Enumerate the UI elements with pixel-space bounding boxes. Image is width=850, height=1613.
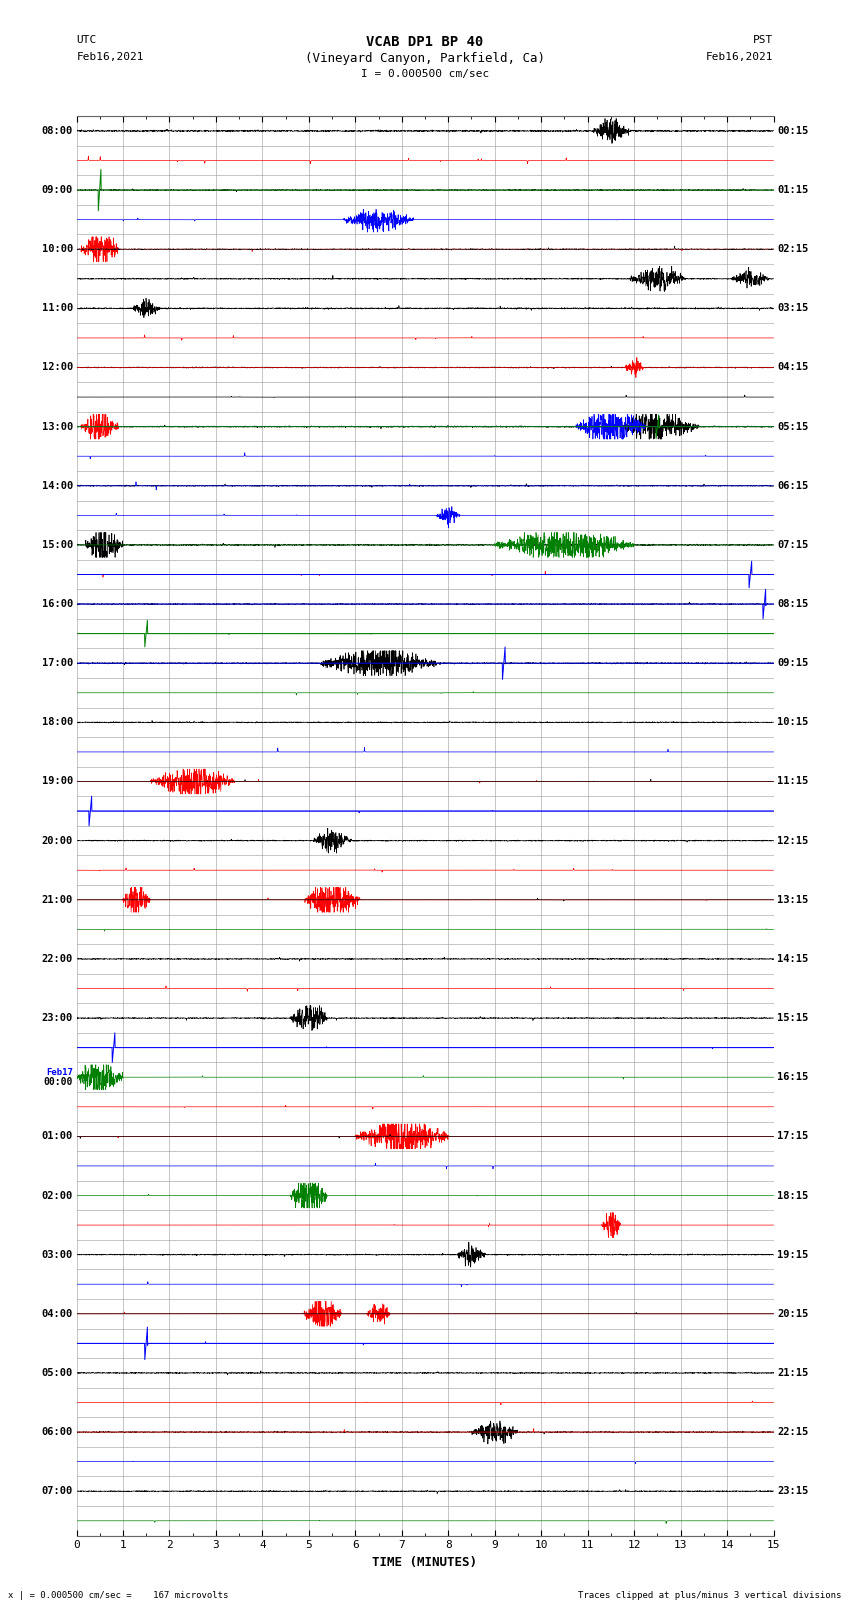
Text: 14:15: 14:15 [777, 953, 808, 965]
Text: 11:15: 11:15 [777, 776, 808, 787]
Text: 03:00: 03:00 [42, 1250, 73, 1260]
Text: 18:15: 18:15 [777, 1190, 808, 1200]
Text: 22:15: 22:15 [777, 1428, 808, 1437]
Text: 09:00: 09:00 [42, 185, 73, 195]
Text: 08:15: 08:15 [777, 598, 808, 610]
Text: 05:15: 05:15 [777, 421, 808, 432]
Text: 01:00: 01:00 [42, 1131, 73, 1142]
Text: 00:15: 00:15 [777, 126, 808, 135]
Text: 15:00: 15:00 [42, 540, 73, 550]
Text: x | = 0.000500 cm/sec =    167 microvolts: x | = 0.000500 cm/sec = 167 microvolts [8, 1590, 229, 1600]
Text: Feb16,2021: Feb16,2021 [706, 52, 774, 61]
Text: 02:15: 02:15 [777, 244, 808, 255]
Text: 21:00: 21:00 [42, 895, 73, 905]
Text: 21:15: 21:15 [777, 1368, 808, 1378]
Text: 03:15: 03:15 [777, 303, 808, 313]
Text: VCAB DP1 BP 40: VCAB DP1 BP 40 [366, 35, 484, 50]
Text: 11:00: 11:00 [42, 303, 73, 313]
Text: 04:15: 04:15 [777, 363, 808, 373]
Text: 22:00: 22:00 [42, 953, 73, 965]
Text: 06:15: 06:15 [777, 481, 808, 490]
Text: 13:15: 13:15 [777, 895, 808, 905]
Text: 12:15: 12:15 [777, 836, 808, 845]
Text: Feb16,2021: Feb16,2021 [76, 52, 144, 61]
Text: 01:15: 01:15 [777, 185, 808, 195]
Text: Traces clipped at plus/minus 3 vertical divisions: Traces clipped at plus/minus 3 vertical … [578, 1590, 842, 1600]
Text: 07:15: 07:15 [777, 540, 808, 550]
Text: 23:15: 23:15 [777, 1486, 808, 1497]
Text: 17:00: 17:00 [42, 658, 73, 668]
Text: I = 0.000500 cm/sec: I = 0.000500 cm/sec [361, 69, 489, 79]
Text: 15:15: 15:15 [777, 1013, 808, 1023]
Text: 10:15: 10:15 [777, 718, 808, 727]
Text: 05:00: 05:00 [42, 1368, 73, 1378]
X-axis label: TIME (MINUTES): TIME (MINUTES) [372, 1557, 478, 1569]
Text: 13:00: 13:00 [42, 421, 73, 432]
Text: 16:15: 16:15 [777, 1073, 808, 1082]
Text: 19:15: 19:15 [777, 1250, 808, 1260]
Text: Feb17: Feb17 [46, 1068, 73, 1077]
Text: 07:00: 07:00 [42, 1486, 73, 1497]
Text: 00:00: 00:00 [43, 1076, 73, 1087]
Text: 18:00: 18:00 [42, 718, 73, 727]
Text: 10:00: 10:00 [42, 244, 73, 255]
Text: 16:00: 16:00 [42, 598, 73, 610]
Text: 23:00: 23:00 [42, 1013, 73, 1023]
Text: 14:00: 14:00 [42, 481, 73, 490]
Text: 02:00: 02:00 [42, 1190, 73, 1200]
Text: 17:15: 17:15 [777, 1131, 808, 1142]
Text: UTC: UTC [76, 35, 97, 45]
Text: 09:15: 09:15 [777, 658, 808, 668]
Text: 20:00: 20:00 [42, 836, 73, 845]
Text: 04:00: 04:00 [42, 1308, 73, 1319]
Text: PST: PST [753, 35, 774, 45]
Text: 12:00: 12:00 [42, 363, 73, 373]
Text: 20:15: 20:15 [777, 1308, 808, 1319]
Text: (Vineyard Canyon, Parkfield, Ca): (Vineyard Canyon, Parkfield, Ca) [305, 52, 545, 65]
Text: 06:00: 06:00 [42, 1428, 73, 1437]
Text: 19:00: 19:00 [42, 776, 73, 787]
Text: 08:00: 08:00 [42, 126, 73, 135]
